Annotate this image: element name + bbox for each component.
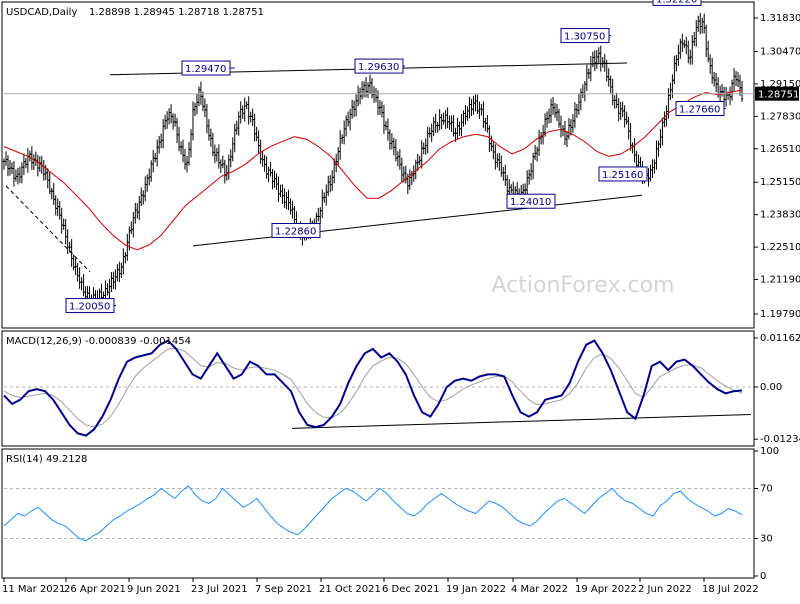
price-tick-label: 1.23830: [760, 210, 800, 221]
annotation-label: 1.25160: [602, 170, 643, 181]
annotation-label: 1.29630: [358, 62, 399, 73]
rsi-tick-label: 70: [760, 484, 773, 495]
price-tick-label: 1.30470: [760, 46, 800, 57]
x-tick-label: 18 Jul 2022: [702, 584, 759, 595]
annotation-label: 1.24010: [510, 197, 551, 208]
macd-panel-frame: [1, 330, 755, 447]
rsi-line: [3, 485, 743, 542]
price-panel-frame: [1, 1, 755, 329]
macd-trendline: [291, 413, 752, 429]
current-price-marker: 1.28751: [4, 86, 799, 101]
x-tick-label: 11 Mar 2021: [2, 584, 65, 595]
annotation-label: 1.27660: [679, 105, 720, 116]
dashed-trendline: [5, 185, 91, 273]
price-title: USDCAD,Daily: [6, 7, 77, 18]
macd-tick-label: -0.012348: [760, 434, 800, 445]
macd-lines: [3, 339, 743, 437]
price-tick-label: 1.19790: [760, 309, 800, 320]
annotation-box: [506, 193, 556, 209]
price-tick-label: 1.31830: [760, 13, 800, 24]
macd-tick-label: 0.00: [760, 382, 782, 393]
price-tick-label: 1.21190: [760, 275, 800, 286]
rsi-panel-frame: [1, 448, 755, 579]
rsi-tick-label: 30: [760, 534, 773, 545]
x-tick-label: 9 Jun 2021: [127, 584, 181, 595]
annotation-box: [65, 298, 115, 314]
x-tick-label: 19 Apr 2022: [575, 584, 637, 595]
price-bars: [2, 13, 744, 310]
current-price-box: [755, 86, 799, 101]
x-tick-label: 19 Jan 2022: [446, 584, 506, 595]
annotation-box: [271, 222, 321, 238]
macd-signal-line: [3, 347, 743, 428]
x-tick-label: 7 Sep 2021: [255, 584, 312, 595]
x-tick-label: 4 Mar 2022: [511, 584, 568, 595]
annotation-label: 1.29470: [185, 64, 226, 75]
annotation-label: 1.22860: [275, 226, 316, 237]
annotation-box: [598, 166, 648, 182]
rsi-axis: 100 70 30 0: [4, 446, 779, 582]
x-tick-label: 6 Dec 2021: [382, 584, 440, 595]
macd-title: MACD(12,26,9) -0.000839 -0.001454: [6, 336, 191, 347]
macd-tick-label: 0.011629: [760, 333, 800, 344]
price-ohlc: 1.28898 1.28945 1.28718 1.28751: [89, 7, 264, 18]
annotation-box: [652, 0, 702, 6]
price-tick-label: 1.25150: [760, 177, 800, 188]
current-price-label: 1.28751: [758, 90, 799, 101]
rsi-tick-label: 0: [760, 571, 766, 582]
annotation-box: [181, 60, 231, 76]
rsi-lines: [3, 485, 743, 542]
price-tick-label: 1.22510: [760, 242, 800, 253]
macd-axis: 0.011629 0.00 -0.012348: [4, 333, 800, 445]
price-axis: 1.19790 1.21190 1.22510 1.23830 1.25150 1.265…: [754, 13, 800, 320]
x-tick-label: 23 Jul 2021: [191, 584, 248, 595]
rsi-tick-label: 100: [760, 446, 779, 457]
annotation-label: 1.20050: [69, 302, 110, 313]
watermark: ActionForex.com: [492, 273, 675, 298]
price-tick-label: 1.26510: [760, 144, 800, 155]
support-trendline: [192, 194, 643, 247]
price-tick-label: 1.29150: [760, 79, 800, 90]
annotation-label: 1.32220: [656, 0, 697, 5]
x-tick-label: 26 Apr 2021: [64, 584, 126, 595]
price-annotations: 1.20050 1.29470 1.29630 1.22860 1.30750 1.322…: [65, 0, 726, 314]
annotation-box: [560, 28, 610, 44]
x-tick-label: 2 Jun 2022: [638, 584, 692, 595]
annotation-box: [354, 58, 404, 74]
x-tick-label: 21 Oct 2021: [319, 584, 381, 595]
moving-average-line: [3, 89, 743, 251]
price-tick-label: 1.27830: [760, 111, 800, 122]
annotation-box: [675, 101, 725, 117]
rsi-title: RSI(14) 49.2128: [6, 454, 87, 465]
macd-line: [3, 339, 743, 437]
annotation-label: 1.30750: [564, 32, 605, 43]
